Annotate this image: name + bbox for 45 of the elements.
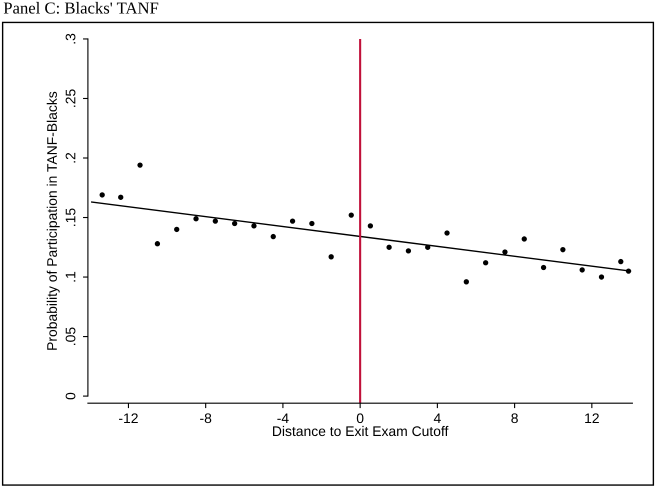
point: [212, 218, 218, 224]
x-tick-label: -8: [200, 413, 212, 424]
x-tick-label: 0: [356, 413, 364, 424]
point: [464, 279, 469, 284]
point: [328, 254, 334, 260]
point: [232, 220, 238, 226]
point: [540, 264, 546, 270]
point: [251, 223, 257, 229]
point: [580, 267, 585, 273]
point: [290, 218, 296, 224]
x-tick-label: 4: [434, 413, 441, 424]
y-tick-label: 0: [66, 392, 76, 400]
point: [482, 260, 488, 266]
point: [270, 234, 276, 240]
point: [193, 216, 199, 222]
x-axis-title: Distance to Exit Exam Cutoff: [273, 426, 448, 436]
point: [100, 192, 105, 198]
y-tick-label: .15: [66, 208, 76, 226]
point: [502, 249, 508, 255]
point: [309, 220, 315, 226]
y-tick-label: .2: [66, 152, 76, 163]
point: [174, 226, 180, 232]
x-tick-label: 12: [585, 413, 599, 424]
point: [522, 236, 527, 242]
point: [118, 194, 124, 200]
point: [598, 274, 604, 280]
point: [386, 244, 392, 250]
point: [137, 162, 143, 168]
chart-title: Panel C: Blacks' TANF: [4, 2, 158, 14]
point: [560, 247, 566, 252]
y-axis-title: Probability of Participation in TANF-Blacks: [46, 92, 60, 350]
point: [626, 268, 632, 274]
x-tick-label: -12: [119, 413, 138, 424]
point: [368, 223, 374, 229]
x-tick-label: -4: [277, 413, 289, 424]
point: [618, 258, 624, 264]
y-tick-label: .05: [66, 328, 76, 345]
point: [154, 241, 160, 246]
point: [348, 212, 354, 218]
point: [444, 230, 450, 236]
y-tick-label: .25: [66, 89, 76, 107]
x-tick-label: 8: [511, 413, 518, 424]
y-tick-label: .1: [66, 272, 76, 282]
y-tick-label: .3: [66, 34, 76, 44]
point: [406, 248, 412, 254]
